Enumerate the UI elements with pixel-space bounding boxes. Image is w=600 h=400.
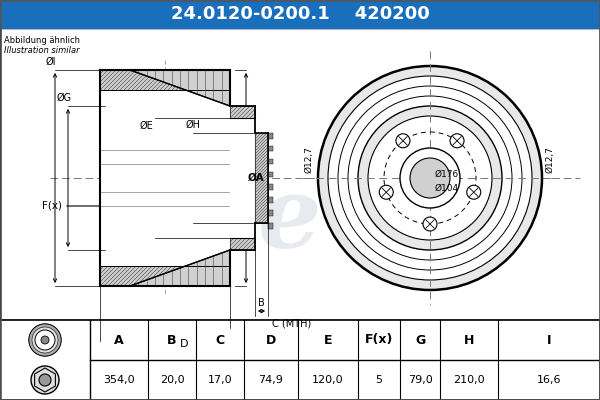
Bar (268, 223, 273, 229)
Text: 79,0: 79,0 (407, 375, 433, 385)
Text: 210,0: 210,0 (453, 375, 485, 385)
Circle shape (450, 134, 464, 148)
Circle shape (29, 324, 61, 356)
Circle shape (41, 336, 49, 344)
Polygon shape (130, 250, 230, 286)
Text: F(x): F(x) (42, 201, 62, 211)
Text: Ø12,7: Ø12,7 (305, 146, 314, 174)
Text: 16,6: 16,6 (537, 375, 561, 385)
Bar (0, 28, 600, 320)
Text: ØI: ØI (46, 57, 56, 67)
Text: Ø104: Ø104 (435, 184, 459, 192)
Text: B: B (167, 334, 177, 346)
Circle shape (39, 374, 51, 386)
Text: A: A (114, 334, 124, 346)
Text: ØE: ØE (139, 120, 153, 130)
Circle shape (338, 86, 522, 270)
Circle shape (358, 106, 502, 250)
Text: 74,9: 74,9 (259, 375, 283, 385)
Bar (100, 266, 230, 286)
Bar (100, 70, 230, 90)
Polygon shape (130, 70, 230, 106)
Text: ØG: ØG (56, 93, 71, 103)
Bar (230, 118, 255, 238)
Text: ate: ate (148, 172, 322, 268)
Text: D: D (266, 334, 276, 346)
Text: Ø176: Ø176 (435, 170, 459, 178)
Circle shape (467, 185, 481, 199)
Bar (100, 70, 230, 286)
Text: C: C (215, 334, 224, 346)
Bar (268, 184, 273, 190)
Bar (230, 106, 255, 118)
Text: G: G (415, 334, 425, 346)
Bar (230, 238, 255, 250)
Text: I: I (547, 334, 551, 346)
Circle shape (35, 330, 55, 350)
Circle shape (318, 66, 542, 290)
Circle shape (396, 134, 410, 148)
Bar (0, 320, 600, 400)
Circle shape (379, 185, 393, 199)
Text: Illustration similar: Illustration similar (4, 46, 80, 55)
Bar (268, 172, 273, 177)
Bar (255, 133, 268, 223)
Circle shape (400, 148, 460, 208)
Circle shape (328, 76, 532, 280)
Circle shape (410, 158, 450, 198)
Text: Abbildung ähnlich: Abbildung ähnlich (4, 36, 80, 45)
Circle shape (348, 96, 512, 260)
Text: B: B (258, 298, 265, 308)
Text: D: D (180, 339, 188, 349)
Circle shape (31, 366, 59, 394)
Bar (230, 106, 255, 250)
Circle shape (368, 116, 492, 240)
Bar (100, 90, 230, 266)
Bar (268, 210, 273, 216)
Circle shape (423, 217, 437, 231)
Bar (0, 0, 600, 28)
Text: E: E (324, 334, 332, 346)
Text: H: H (464, 334, 474, 346)
Text: 17,0: 17,0 (208, 375, 232, 385)
Wedge shape (29, 324, 61, 356)
Text: Ø12,7: Ø12,7 (546, 146, 555, 174)
Text: 5: 5 (376, 375, 383, 385)
Text: 354,0: 354,0 (103, 375, 135, 385)
Text: ØH: ØH (185, 120, 200, 130)
Bar (268, 197, 273, 203)
Bar (268, 133, 273, 139)
Bar (268, 146, 273, 152)
Text: C (MTH): C (MTH) (272, 318, 311, 328)
Text: ØA: ØA (248, 173, 265, 183)
Bar (268, 159, 273, 164)
Text: F(x): F(x) (365, 334, 393, 346)
Text: 24.0120-0200.1    420200: 24.0120-0200.1 420200 (170, 5, 430, 23)
Text: 20,0: 20,0 (160, 375, 184, 385)
Text: 120,0: 120,0 (312, 375, 344, 385)
